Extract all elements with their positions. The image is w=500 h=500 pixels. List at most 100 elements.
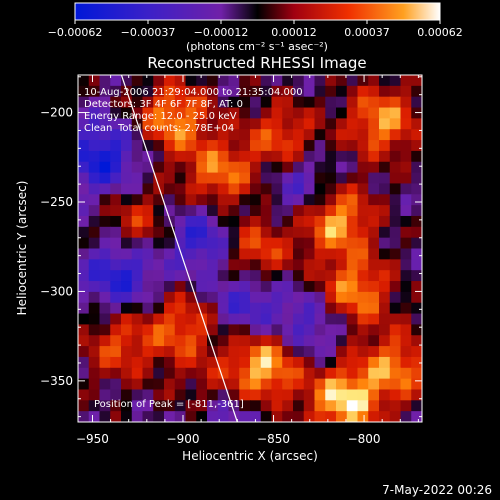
heatmap-cell xyxy=(314,107,326,119)
annotation-energy: Energy Range: 12.0 - 25.0 keV xyxy=(84,111,237,122)
heatmap-cell xyxy=(88,411,101,422)
heatmap-cell xyxy=(228,194,240,206)
heatmap-cell xyxy=(260,215,273,228)
heatmap-cell xyxy=(164,194,176,206)
heatmap-cell xyxy=(164,356,176,369)
heatmap-cell xyxy=(282,248,294,260)
heatmap-cell xyxy=(346,324,359,336)
heatmap-cell xyxy=(282,140,294,152)
heatmap-cell xyxy=(207,226,219,239)
heatmap-cell xyxy=(389,85,402,98)
heatmap-cell xyxy=(379,400,391,412)
heatmap-cell xyxy=(239,281,251,293)
heatmap-cell xyxy=(271,270,283,282)
heatmap-cell xyxy=(239,270,251,282)
heatmap-cell xyxy=(110,118,122,130)
heatmap-cell xyxy=(293,129,305,141)
heatmap-cell xyxy=(131,172,144,185)
heatmap-cell xyxy=(131,150,144,163)
heatmap-cell xyxy=(228,172,240,185)
heatmap-cell xyxy=(88,281,101,293)
heatmap-cell xyxy=(303,205,316,217)
heatmap-cell xyxy=(110,161,122,174)
heatmap-cell xyxy=(78,367,90,380)
heatmap-cell xyxy=(121,335,133,347)
heatmap-cell xyxy=(314,85,326,98)
heatmap-cell xyxy=(325,346,337,358)
heatmap-cell xyxy=(293,226,305,239)
heatmap-cell xyxy=(174,389,187,401)
heatmap-cell xyxy=(303,107,316,119)
heatmap-cell xyxy=(185,129,197,141)
heatmap-cell xyxy=(303,367,316,380)
heatmap-cell xyxy=(379,183,391,195)
heatmap-cell xyxy=(142,313,154,326)
heatmap-cell xyxy=(131,356,144,369)
heatmap-cell xyxy=(121,346,133,358)
heatmap-cell xyxy=(217,335,230,347)
heatmap-cell xyxy=(99,378,111,391)
heatmap-cell xyxy=(110,96,122,109)
heatmap-cell xyxy=(142,259,154,271)
heatmap-cell xyxy=(379,129,391,141)
heatmap-cell xyxy=(217,291,230,304)
heatmap-cell xyxy=(271,215,283,228)
heatmap-cell xyxy=(250,237,262,250)
heatmap-cell xyxy=(185,270,197,282)
heatmap-cell xyxy=(271,118,283,130)
heatmap-cell xyxy=(368,107,380,119)
heatmap-cell xyxy=(314,302,326,315)
heatmap-cell xyxy=(196,313,208,326)
heatmap-cell xyxy=(293,335,305,347)
heatmap-cell xyxy=(239,96,251,109)
heatmap-cell xyxy=(207,411,219,422)
heatmap-cell xyxy=(271,75,283,87)
heatmap-cell xyxy=(379,237,391,250)
heatmap-cell xyxy=(121,96,133,109)
heatmap-cell xyxy=(131,107,144,119)
heatmap-cell xyxy=(131,313,144,326)
heatmap-cell xyxy=(250,356,262,369)
heatmap-cell xyxy=(260,150,273,163)
heatmap-cell xyxy=(239,226,251,239)
heatmap-cell xyxy=(400,313,412,326)
heatmap-cell xyxy=(131,324,144,336)
heatmap-cell xyxy=(368,215,380,228)
heatmap-cell xyxy=(88,237,101,250)
heatmap-cell xyxy=(411,248,422,260)
heatmap-cell xyxy=(99,140,111,152)
heatmap-cell xyxy=(99,150,111,163)
heatmap-cell xyxy=(88,346,101,358)
heatmap-cell xyxy=(346,85,359,98)
heatmap-cell xyxy=(260,291,273,304)
heatmap-cell xyxy=(164,378,176,391)
heatmap-cell xyxy=(314,75,326,87)
heatmap-cell xyxy=(185,205,197,217)
heatmap-cell xyxy=(250,411,262,422)
heatmap-cell xyxy=(207,313,219,326)
heatmap-cell xyxy=(228,411,240,422)
heatmap-cell xyxy=(110,172,122,185)
heatmap-cell xyxy=(121,324,133,336)
heatmap-cell xyxy=(303,378,316,391)
heatmap-cell xyxy=(153,302,165,315)
heatmap-cell xyxy=(174,183,187,195)
colorbar-tick-label: −0.00062 xyxy=(48,26,103,39)
heatmap-cell xyxy=(110,378,122,391)
heatmap-cell xyxy=(282,411,294,422)
heatmap-cell xyxy=(78,194,90,206)
heatmap-cell xyxy=(293,205,305,217)
heatmap-cell xyxy=(357,107,369,119)
colorbar-tick-label: −0.00037 xyxy=(121,26,176,39)
heatmap-cell xyxy=(303,161,316,174)
heatmap-cell xyxy=(325,215,337,228)
heatmap-cell xyxy=(282,378,294,391)
heatmap-cell xyxy=(325,291,337,304)
heatmap-cell xyxy=(314,291,326,304)
heatmap-cell xyxy=(325,270,337,282)
heatmap-cell xyxy=(88,259,101,271)
heatmap-cell xyxy=(271,313,283,326)
heatmap-cell xyxy=(336,129,348,141)
heatmap-cell xyxy=(346,161,359,174)
heatmap-cell xyxy=(336,205,348,217)
